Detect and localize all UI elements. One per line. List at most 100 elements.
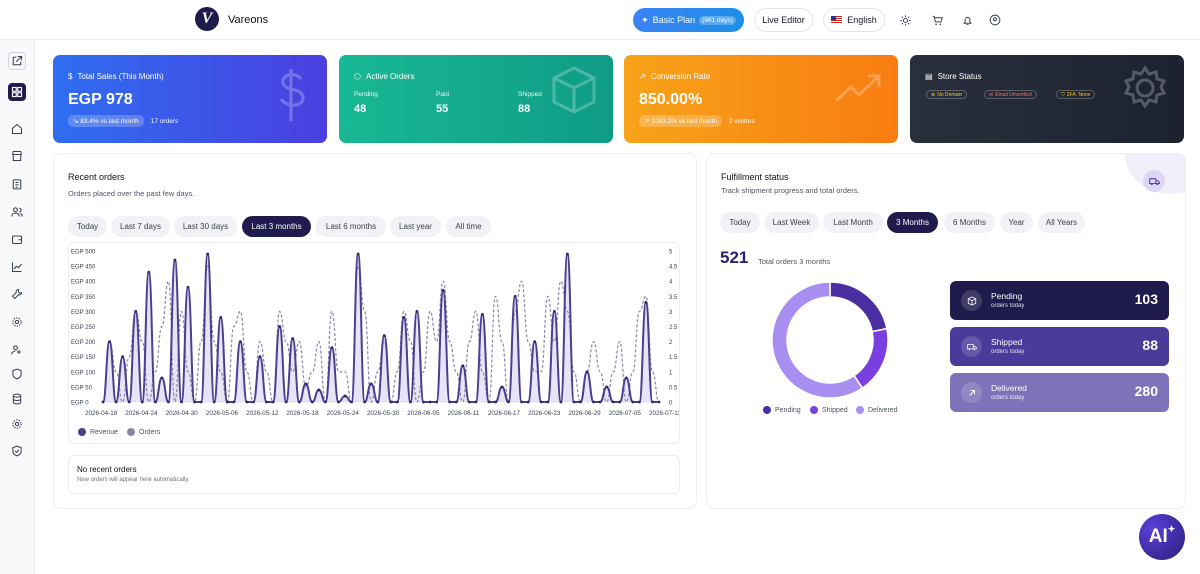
y-left-tick-label: EGP 150 xyxy=(71,355,96,361)
total-sales-card[interactable]: $ Total Sales (This Month) EGP 978 ↘ 83.4… xyxy=(53,55,327,143)
revenue-point xyxy=(651,400,654,404)
shield-check-icon[interactable] xyxy=(8,442,26,460)
revenue-point xyxy=(252,400,255,404)
store-icon[interactable] xyxy=(8,147,26,165)
legend-orders[interactable]: Orders xyxy=(127,428,160,436)
users-icon[interactable] xyxy=(8,203,26,221)
revenue-point xyxy=(108,340,111,343)
revenue-point xyxy=(507,400,510,404)
total-orders-label: Total orders 3 months xyxy=(758,257,831,266)
clipboard-icon[interactable] xyxy=(8,175,26,193)
box-icon: ⬡ xyxy=(354,72,361,81)
total-orders-number: 521 xyxy=(720,248,749,267)
brand-name[interactable]: Vareons xyxy=(228,14,269,26)
stat-shipped[interactable]: Shipped orders today 88 xyxy=(950,327,1169,366)
ff-filter-last-month[interactable]: Last Month xyxy=(823,212,883,233)
revenue-point xyxy=(382,334,386,337)
active-orders-card[interactable]: ⬡ Active Orders Pending 48 Paid 55 Shippe… xyxy=(339,55,613,143)
stat-delivered-label: Delivered xyxy=(991,383,1027,393)
grid-icon[interactable] xyxy=(8,83,26,101)
donut-legend-pending[interactable]: Pending xyxy=(763,406,801,414)
live-editor-button[interactable]: Live Editor xyxy=(754,8,813,32)
donut-legend-delivered[interactable]: Delivered xyxy=(856,406,898,414)
filter-last-3-months[interactable]: Last 3 months xyxy=(242,216,311,237)
revenue-point xyxy=(173,258,177,262)
y-left-tick-label: EGP 300 xyxy=(71,310,96,316)
pending-value: 48 xyxy=(354,103,367,115)
conversion-rate-card[interactable]: ↗ Conversion Rate 850.00% ↗ 1083.3% vs la… xyxy=(624,55,898,143)
ff-filter-last-week[interactable]: Last Week xyxy=(764,212,819,233)
ff-filter-3-months[interactable]: 3 Months xyxy=(887,212,938,233)
analytics-icon[interactable] xyxy=(8,258,26,276)
user-icon[interactable] xyxy=(988,13,1002,27)
revenue-point xyxy=(461,364,465,368)
ai-assistant-button[interactable]: AI ✦ xyxy=(1139,514,1185,560)
bell-icon[interactable] xyxy=(960,13,974,27)
stat-delivered-value: 280 xyxy=(1134,383,1158,399)
orders-chart: EGP 0 EGP 50 EGP 100 EGP 150 EGP 200 EGP 250 E… xyxy=(68,242,681,444)
y-right-tick-label: 4.5 xyxy=(669,265,678,271)
y-left-tick-label: EGP 350 xyxy=(71,295,96,301)
total-sales-title: Total Sales (This Month) xyxy=(77,72,164,81)
wallet-icon[interactable] xyxy=(8,230,26,248)
user-cog-icon[interactable] xyxy=(8,341,26,359)
paid-value: 55 xyxy=(436,103,449,115)
filter-last-year[interactable]: Last year xyxy=(390,216,441,237)
plan-button[interactable]: ✦ Basic Plan (961 days) xyxy=(633,8,744,32)
revenue-point xyxy=(199,400,203,404)
revenue-point xyxy=(546,400,550,404)
filter-today[interactable]: Today xyxy=(68,216,107,237)
conversion-title: Conversion Rate xyxy=(650,72,711,81)
orders-line xyxy=(102,265,660,403)
y-right-tick-label: 2.5 xyxy=(669,325,678,331)
revenue-point xyxy=(500,385,504,389)
filter-last-30-days[interactable]: Last 30 days xyxy=(174,216,237,237)
revenue-point xyxy=(494,400,497,404)
tools-icon[interactable] xyxy=(8,285,26,303)
store-status-card[interactable]: ▤ Store Status ⊕ No Domain ✉ Email Unverifi… xyxy=(910,55,1184,143)
stat-pending[interactable]: Pending orders today 103 xyxy=(950,281,1169,320)
external-link-icon[interactable] xyxy=(8,52,26,70)
donut-legend-shipped[interactable]: Shipped xyxy=(810,406,848,414)
stat-delivered[interactable]: Delivered orders today 280 xyxy=(950,373,1169,412)
sun-icon[interactable] xyxy=(898,13,912,27)
y-left-tick-label: EGP 0 xyxy=(71,401,89,407)
y-right-tick-label: 2 xyxy=(669,340,673,346)
revenue-point xyxy=(415,310,419,313)
ff-filter-6-months[interactable]: 6 Months xyxy=(944,212,995,233)
fulfillment-donut xyxy=(771,281,889,399)
revenue-point xyxy=(533,340,537,343)
revenue-point xyxy=(409,400,412,404)
donut-slice-pending[interactable] xyxy=(829,281,888,333)
sales-orders-count: 17 orders xyxy=(150,117,179,125)
ff-filter-today[interactable]: Today xyxy=(720,212,760,233)
revenue-point xyxy=(193,400,196,404)
filter-all-time[interactable]: All time xyxy=(446,216,491,237)
revenue-point xyxy=(566,252,569,256)
donut-slice-shipped[interactable] xyxy=(853,327,889,390)
ff-filter-year[interactable]: Year xyxy=(1000,212,1033,233)
filter-last-6-months[interactable]: Last 6 months xyxy=(316,216,386,237)
settings-icon[interactable] xyxy=(8,313,26,331)
shield-icon[interactable] xyxy=(8,365,26,383)
donut-slice-delivered[interactable] xyxy=(771,281,864,399)
revenue-point xyxy=(337,400,340,404)
live-editor-label: Live Editor xyxy=(762,15,805,25)
language-select[interactable]: English xyxy=(823,8,885,32)
revenue-point xyxy=(317,388,321,392)
cart-icon[interactable] xyxy=(930,13,944,27)
ff-filter-all-years[interactable]: All Years xyxy=(1038,212,1085,233)
revenue-point xyxy=(559,400,563,404)
sparkle-icon: ✦ xyxy=(641,14,649,25)
x-tick-label: 2026-05-18 xyxy=(286,410,319,417)
legend-revenue[interactable]: Revenue xyxy=(78,428,118,436)
revenue-point xyxy=(526,400,530,404)
filter-last-7-days[interactable]: Last 7 days xyxy=(111,216,170,237)
home-icon[interactable] xyxy=(8,120,26,138)
brand-logo[interactable]: V xyxy=(195,7,219,31)
x-tick-label: 2026-07-11 xyxy=(649,410,679,417)
revenue-point xyxy=(389,400,393,404)
gear-icon[interactable] xyxy=(8,415,26,433)
revenue-point xyxy=(356,252,360,256)
database-icon[interactable] xyxy=(8,390,26,408)
